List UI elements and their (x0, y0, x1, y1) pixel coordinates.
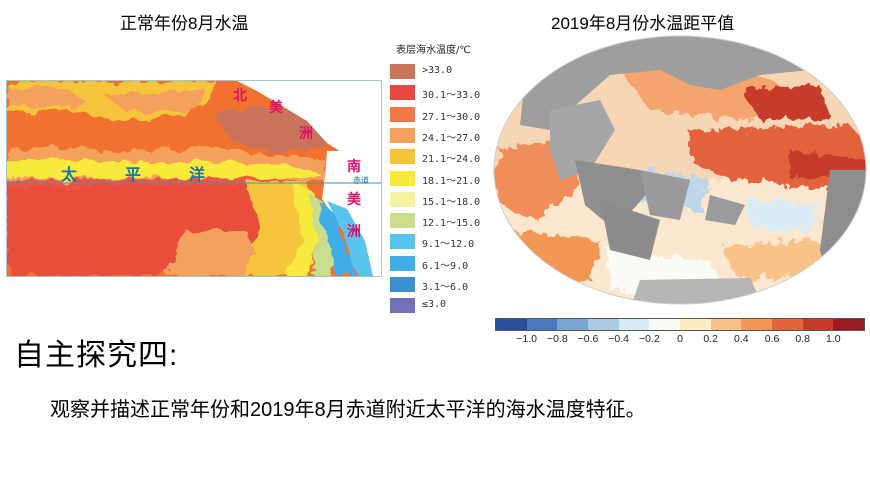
label-north-america-2: 美 (269, 100, 283, 116)
right-map-title: 2019年8月份水温距平值 (551, 14, 735, 33)
legend-item: 15.1～18.0 (390, 191, 500, 209)
label-north-america-1: 北 (233, 88, 247, 104)
colorbar-tick-label: −0.8 (546, 333, 568, 345)
legend-swatch (390, 234, 415, 250)
legend-swatch (390, 85, 415, 101)
legend-label: 24.1～27.0 (422, 132, 481, 144)
colorbar-segment (741, 319, 773, 330)
anomaly-colorbar (495, 318, 865, 331)
colorbar-tick-label: −0.6 (577, 333, 599, 345)
label-equator: 赤道 (353, 176, 369, 185)
legend-swatch (390, 255, 415, 271)
legend-item: 12.1～15.0 (390, 213, 500, 230)
legend-item: 6.1～9.0 (390, 255, 500, 273)
colorbar-tick-label: 0 (677, 333, 683, 345)
colorbar-tick-label: −0.4 (608, 333, 630, 345)
colorbar-segment (557, 319, 589, 330)
legend-item: 18.1～21.0 (390, 170, 500, 188)
section-heading: 自主探究四: (14, 339, 179, 372)
colorbar-tick-label: 0.2 (703, 333, 718, 345)
legend-swatch (390, 64, 415, 79)
legend-label: 12.1～15.0 (422, 218, 481, 230)
anomaly-map-graphic (493, 35, 867, 305)
label-south-america-3: 洲 (347, 224, 361, 240)
question-text: 观察并描述正常年份和2019年8月赤道附近太平洋的海水温度特征。 (50, 399, 646, 421)
label-pacific-3: 洋 (189, 165, 206, 184)
legend-label: 27.1～30.0 (422, 111, 481, 123)
legend-item: 27.1～30.0 (390, 106, 500, 124)
legend-label: >33.0 (422, 65, 453, 76)
colorbar-segment (496, 319, 527, 330)
colorbar-tick-label: −0.2 (638, 333, 660, 345)
legend-swatch (390, 298, 415, 314)
anomaly-world-map (490, 30, 870, 310)
legend-label: ≤3.0 (422, 299, 447, 311)
legend-title: 表层海水温度/℃ (396, 45, 471, 56)
label-pacific-1: 太 (61, 165, 78, 184)
legend-item: 21.1～24.0 (390, 149, 500, 166)
colorbar-segment (618, 319, 650, 330)
legend-item: 24.1～27.0 (390, 127, 500, 145)
legend-label: 15.1～18.0 (422, 196, 481, 208)
colorbar-segment (680, 319, 711, 330)
legend-item: 3.1～6.0 (390, 277, 500, 294)
colorbar-tick-label: −1.0 (516, 333, 538, 345)
legend-label: 18.1～21.0 (422, 175, 481, 187)
colorbar-segment (649, 319, 681, 330)
legend-item: ≤3.0 (390, 298, 500, 315)
legend-label: 30.1～33.0 (422, 90, 481, 102)
legend-swatch (390, 106, 415, 122)
colorbar-segment (802, 319, 834, 330)
legend-swatch (390, 277, 415, 292)
legend-label: 6.1～9.0 (422, 260, 469, 272)
label-south-america-2: 美 (347, 192, 361, 208)
legend-swatch (390, 170, 415, 186)
legend-label: 21.1～24.0 (422, 154, 481, 166)
left-map-title: 正常年份8月水温 (120, 14, 249, 33)
label-pacific-2: 平 (125, 165, 142, 184)
legend-label: 9.1～12.0 (422, 239, 475, 251)
colorbar-tick-label: 0.8 (795, 333, 810, 345)
colorbar-tick-label: 0.4 (734, 333, 749, 345)
legend-item: 9.1～12.0 (390, 234, 500, 251)
legend-swatch (390, 127, 415, 143)
label-north-america-3: 洲 (299, 126, 313, 142)
colorbar-tick-label: 1.0 (826, 333, 841, 345)
colorbar-segment (710, 319, 742, 330)
normal-year-sst-map: 北 美 洲 太 平 洋 南 美 洲 赤道 (6, 80, 382, 277)
colorbar-tick-label: 0.6 (764, 333, 780, 345)
label-south-america-1: 南 (347, 159, 361, 175)
colorbar-segment (526, 319, 558, 330)
legend-item: >33.0 (390, 64, 500, 81)
legend-item: 30.1～33.0 (390, 85, 500, 102)
legend-swatch (390, 213, 415, 229)
colorbar-segment (833, 319, 865, 330)
legend-swatch (390, 149, 415, 165)
sst-map-graphic (7, 81, 381, 276)
legend-swatch (390, 191, 415, 207)
colorbar-segment (772, 319, 803, 330)
legend-label: 3.1～6.0 (422, 282, 469, 293)
colorbar-segment (588, 319, 619, 330)
